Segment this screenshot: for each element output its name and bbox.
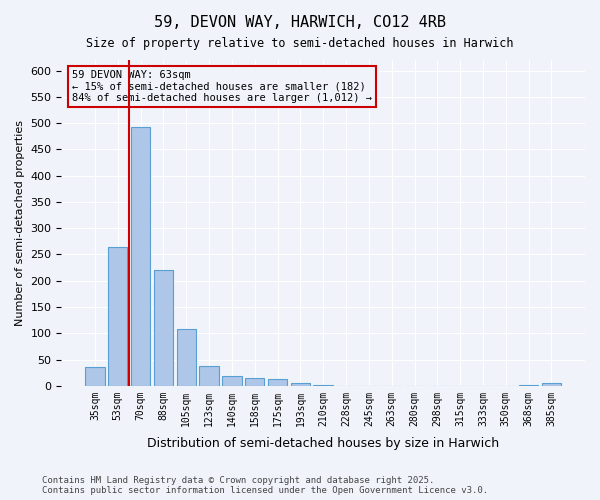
Bar <box>542 383 561 386</box>
Bar <box>245 378 265 386</box>
Bar <box>154 270 173 386</box>
Bar <box>222 376 242 386</box>
Text: Size of property relative to semi-detached houses in Harwich: Size of property relative to semi-detach… <box>86 38 514 51</box>
Text: 59, DEVON WAY, HARWICH, CO12 4RB: 59, DEVON WAY, HARWICH, CO12 4RB <box>154 15 446 30</box>
Bar <box>268 379 287 386</box>
Y-axis label: Number of semi-detached properties: Number of semi-detached properties <box>15 120 25 326</box>
Bar <box>108 246 127 386</box>
Bar <box>176 329 196 386</box>
Text: 59 DEVON WAY: 63sqm
← 15% of semi-detached houses are smaller (182)
84% of semi-: 59 DEVON WAY: 63sqm ← 15% of semi-detach… <box>72 70 372 103</box>
Text: Contains HM Land Registry data © Crown copyright and database right 2025.
Contai: Contains HM Land Registry data © Crown c… <box>42 476 488 495</box>
Bar <box>199 366 219 386</box>
Bar <box>290 383 310 386</box>
Bar <box>131 126 150 386</box>
Bar <box>519 384 538 386</box>
Bar <box>85 368 104 386</box>
X-axis label: Distribution of semi-detached houses by size in Harwich: Distribution of semi-detached houses by … <box>147 437 499 450</box>
